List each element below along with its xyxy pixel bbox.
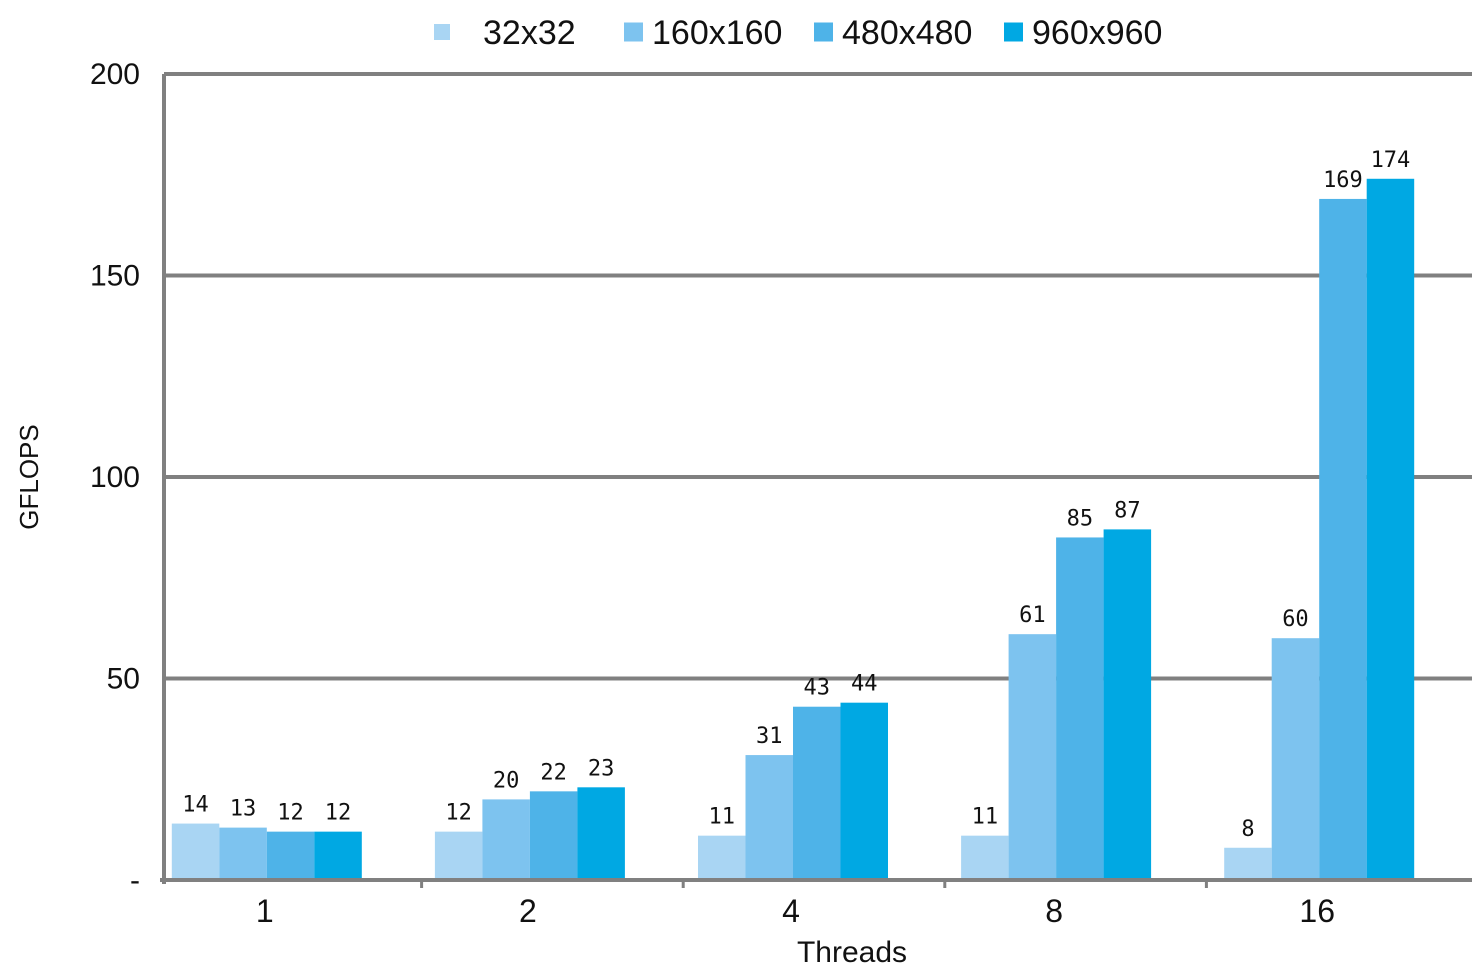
bar-value-label: 11 [709,805,736,830]
x-tick-label: 2 [519,893,537,929]
bar-value-label: 31 [756,724,783,749]
legend-label: 160x160 [652,14,782,52]
bar [434,831,483,880]
legend: 32x32 160x160 480x480 960x960 [434,14,1162,52]
x-tick-label: 4 [782,893,800,929]
bar-value-label: 22 [540,760,567,785]
y-tick-label: 150 [90,260,140,293]
y-axis-ticks: - 50 100 150 200 [90,58,140,897]
bar [1319,198,1367,880]
bar-value-label: 174 [1371,148,1411,173]
bar [793,706,841,880]
legend-swatch [624,22,643,42]
x-axis: 1 2 4 8 16 [160,878,1472,929]
bar [266,831,315,880]
bar-value-label: 23 [588,756,615,781]
bar [745,755,793,880]
bars [171,178,1415,880]
bar-value-label: 14 [182,793,209,818]
bar-value-label: 13 [230,797,257,822]
x-tick-label: 1 [256,893,274,929]
bar [698,835,746,880]
legend-swatch [814,22,833,42]
bar-value-label: 85 [1067,506,1094,531]
bar-value-label: 87 [1114,498,1141,523]
y-axis-label: GFLOPS [14,424,44,529]
bar-value-label: 12 [445,801,472,826]
bar-value-label: 20 [493,768,520,793]
bar [482,799,530,880]
bar-value-label: 169 [1323,168,1363,193]
bar [1103,529,1152,880]
bar [529,791,578,880]
bar [577,787,625,880]
legend-swatch [434,24,450,40]
x-tick-label: 8 [1045,893,1063,929]
bar [171,823,220,880]
gridlines [162,72,1472,884]
bar [1271,638,1320,880]
bar [1008,634,1057,880]
bar [840,702,888,880]
bar-value-label: 8 [1241,817,1254,842]
y-tick-label: 200 [90,58,140,91]
bar-value-label: 11 [972,805,999,830]
bar [1366,178,1415,880]
x-axis-label: Threads [797,936,907,969]
legend-label: 32x32 [483,14,576,52]
bar-value-label: 44 [851,672,878,697]
legend-swatch [1004,22,1023,42]
bar-value-label: 43 [804,676,831,701]
bar-value-label: 12 [325,801,352,826]
bar [219,827,267,880]
legend-label: 960x960 [1032,14,1162,52]
x-tick-label: 16 [1299,893,1335,929]
bar [1056,537,1104,880]
y-tick-label: 100 [90,461,140,494]
bar-value-label: 60 [1282,607,1309,632]
bar [314,831,362,880]
bar [1224,847,1272,880]
y-tick-label: - [130,864,140,897]
bar-value-labels: 14 13 12 12 12 20 22 23 11 31 43 44 11 61 85 87 8 60 169 17… [182,148,1410,842]
bar-value-label: 12 [277,801,304,826]
bar-value-label: 61 [1019,603,1046,628]
y-tick-label: 50 [107,663,140,696]
bar [961,835,1009,880]
legend-label: 480x480 [842,14,972,52]
